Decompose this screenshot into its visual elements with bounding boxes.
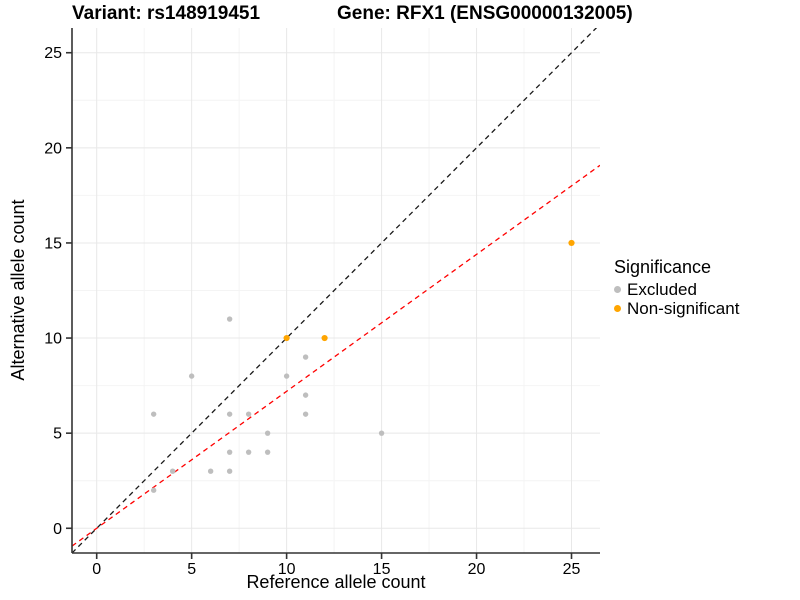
x-tick-label: 0 [92,561,101,578]
y-tick-label: 25 [44,45,62,62]
y-tick-label: 10 [44,331,62,348]
gridlines-major [72,28,600,553]
legend-items: Excluded Non-significant [614,280,739,318]
identity-line [72,28,598,553]
point-non-significant [321,334,328,342]
x-tick-label: 5 [187,561,196,578]
point-excluded [150,411,157,417]
legend-swatch-icon [614,305,621,312]
x-tick-label: 20 [468,561,486,578]
point-non-significant [283,334,290,342]
point-excluded [169,468,176,474]
reference-lines [72,28,600,553]
x-tick-label: 10 [278,561,296,578]
legend-swatch-icon [614,286,621,293]
x-tick-label: 25 [563,561,581,578]
gene-title: Gene: RFX1 (ENSG00000132005) [337,3,633,24]
point-excluded [378,430,385,436]
point-excluded [283,373,290,379]
point-excluded [188,373,195,379]
y-tick-label: 15 [44,235,62,252]
point-excluded [302,392,309,398]
gridlines-minor [72,28,600,553]
axis-tick-labels: 0 5 10 15 20 25 0 5 10 15 20 25 [44,45,580,578]
point-excluded [245,449,252,455]
x-axis-title: Reference allele count [246,572,426,592]
point-excluded [150,487,157,493]
point-excluded [207,468,214,474]
legend-item-label: Excluded [627,280,697,299]
ratio-line [72,164,600,547]
point-non-significant [568,239,575,247]
legend: Significance Excluded Non-significant [614,257,739,318]
axis-lines [71,28,600,554]
point-excluded [226,468,233,474]
point-excluded [302,354,309,360]
y-tick-label: 20 [44,140,62,157]
data-points [150,239,575,493]
point-excluded [226,316,233,322]
point-excluded [226,449,233,455]
point-excluded [226,411,233,417]
variant-title: Variant: rs148919451 [72,3,261,24]
x-tick-label: 15 [373,561,391,578]
axis-ticks [66,51,573,559]
point-excluded [302,411,309,417]
y-axis-title: Alternative allele count [8,199,28,381]
y-tick-label: 0 [53,521,62,538]
legend-item-excluded: Excluded [614,280,739,299]
point-excluded [264,449,271,455]
legend-item-non-significant: Non-significant [614,299,739,318]
point-excluded [245,411,252,417]
legend-item-label: Non-significant [627,299,740,318]
point-excluded [264,430,271,436]
legend-title: Significance [614,257,712,277]
y-tick-label: 5 [53,426,62,443]
